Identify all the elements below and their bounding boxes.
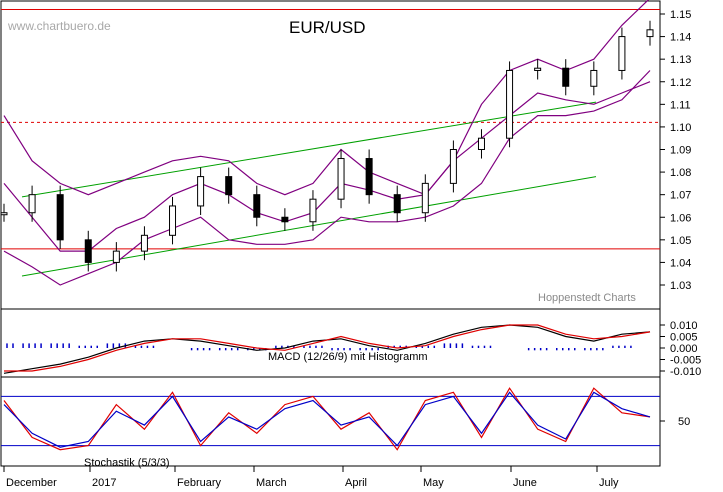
price-candle [253, 194, 261, 218]
macd-tick-label: 0.000 [670, 343, 698, 355]
x-tick-label: February [177, 477, 222, 489]
bollinger-middle-line [3, 81, 651, 252]
price-candle [169, 205, 177, 236]
x-tick-label: July [599, 477, 619, 489]
price-candle [225, 176, 233, 196]
price-tick-label: 1.12 [670, 77, 691, 89]
macd-tick-label: 0.005 [670, 332, 698, 344]
price-tick-label: 1.10 [670, 122, 691, 134]
macd-signal-line [4, 324, 651, 372]
price-candle [618, 36, 626, 71]
price-candle [534, 67, 542, 71]
watermark-text: www.chartbuero.de [7, 19, 111, 33]
x-tick-label: March [256, 477, 287, 489]
price-candle [421, 182, 429, 214]
stochastic-label: Stochastik (5/3/3) [84, 457, 170, 469]
price-candle [84, 239, 92, 263]
macd-tick-label: -0.010 [670, 366, 701, 378]
x-tick-label: December [6, 477, 57, 489]
price-candle [590, 69, 598, 87]
price-tick-label: 1.14 [670, 32, 691, 44]
macd-series-layer [3, 324, 651, 374]
price-tick-label: 1.09 [670, 145, 691, 157]
stochastic-series-layer [1, 387, 660, 451]
price-candle [506, 69, 514, 139]
x-tick-label: May [423, 477, 444, 489]
price-candle [197, 176, 205, 207]
price-candle [56, 194, 64, 241]
x-tick-label: April [345, 477, 367, 489]
price-candle [140, 234, 148, 252]
bollinger-lower-line [3, 70, 651, 286]
price-tick-label: 1.08 [670, 167, 691, 179]
axis-labels-layer: 1.03 1.04 1.05 1.06 1.07 1.08 1.09 1.10 1.11 1.12… [3, 9, 701, 489]
price-candle [477, 137, 485, 150]
macd-tick-label: 0.010 [670, 320, 698, 332]
price-candle [337, 158, 345, 200]
price-tick-label: 1.04 [670, 257, 691, 269]
price-candle [562, 67, 570, 87]
price-candle [0, 212, 8, 216]
price-candle [28, 194, 36, 214]
price-tick-label: 1.06 [670, 212, 691, 224]
price-candle [309, 198, 317, 223]
stoch-tick-label: 50 [678, 416, 690, 428]
price-tick-label: 1.11 [670, 99, 691, 111]
price-tick-label: 1.15 [670, 9, 691, 21]
source-label: Hoppenstedt Charts [538, 292, 636, 304]
price-candle [281, 216, 289, 223]
stochastic-d-line [3, 391, 651, 448]
macd-tick-label: -0.005 [670, 355, 701, 367]
channel-upper-line [21, 101, 597, 198]
bollinger-upper-line [3, 0, 649, 196]
macd-label: MACD (12/26/9) mit Histogramm [268, 351, 428, 363]
price-candle [112, 250, 120, 263]
x-tick-label: 2017 [92, 477, 116, 489]
price-candle [365, 158, 373, 196]
price-tick-label: 1.07 [670, 190, 691, 202]
price-tick-label: 1.13 [670, 54, 691, 66]
price-candle [393, 194, 401, 214]
x-tick-label: June [513, 477, 537, 489]
price-series-layer [0, 0, 660, 286]
price-candle [646, 29, 654, 38]
price-tick-label: 1.05 [670, 235, 691, 247]
price-tick-label: 1.03 [670, 280, 691, 292]
chart-title: EUR/USD [289, 18, 366, 37]
price-candle [449, 149, 457, 184]
